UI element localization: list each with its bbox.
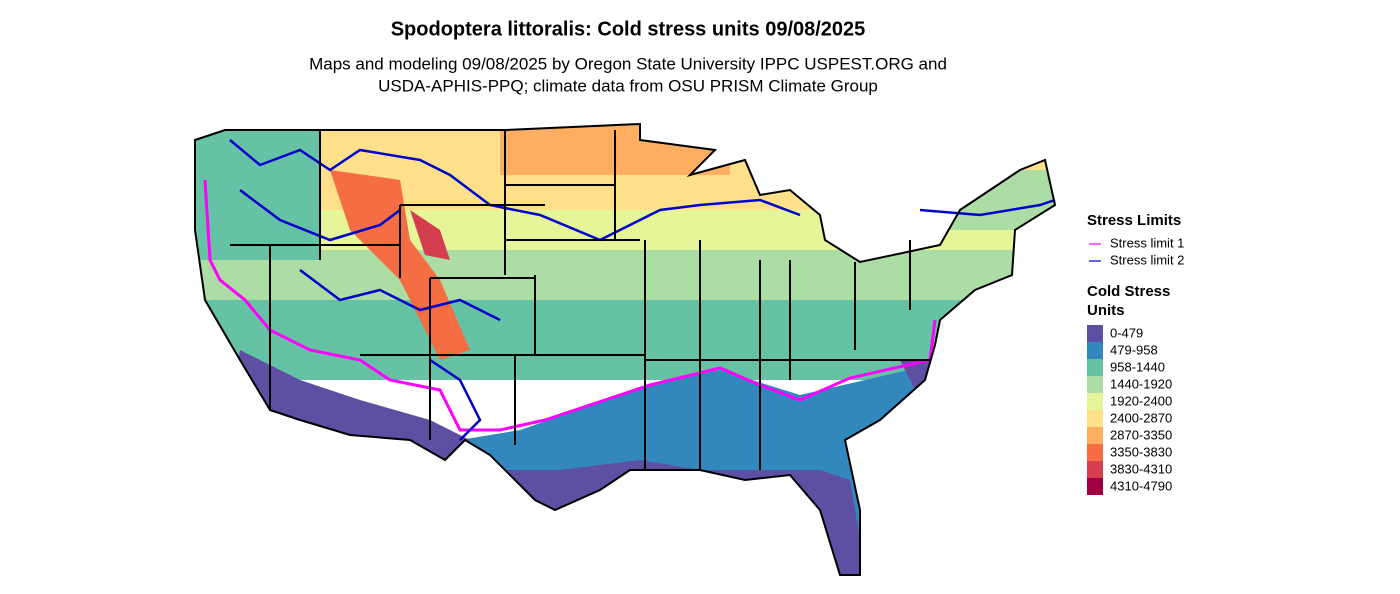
legend-title: Stress Limits xyxy=(1087,212,1181,229)
legend: Stress Limits Stress limit 1 Stress limit … xyxy=(1087,212,1184,495)
subtitle: USDA-APHIS-PPQ; climate data from OSU PR… xyxy=(378,76,878,95)
stress-limit-line xyxy=(229,139,1056,441)
legend-title: Cold Stress xyxy=(1087,283,1170,300)
legend-label: Stress limit 2 xyxy=(1110,252,1184,267)
legend-swatch xyxy=(1087,342,1103,359)
legend-swatch xyxy=(1087,478,1103,495)
legend-swatch xyxy=(1087,461,1103,478)
region xyxy=(470,460,870,575)
legend-label: 1920-2400 xyxy=(1110,393,1172,408)
legend-swatch xyxy=(1087,393,1103,410)
stress-limit-line xyxy=(203,179,937,432)
legend-label: 2400-2870 xyxy=(1110,410,1172,425)
legend-label: 2870-3350 xyxy=(1110,427,1172,442)
legend-label: Stress limit 1 xyxy=(1110,235,1184,250)
legend-title: Units xyxy=(1087,302,1125,319)
state-border xyxy=(230,130,930,470)
country-outline xyxy=(194,122,1057,576)
region xyxy=(195,300,1055,380)
legend-label: 3350-3830 xyxy=(1110,444,1172,459)
legend-label: 3830-4310 xyxy=(1110,461,1172,476)
legend-swatch xyxy=(1087,410,1103,427)
legend-label: 4310-4790 xyxy=(1110,478,1172,493)
legend-label: 958-1440 xyxy=(1110,359,1165,374)
legend-label: 479-958 xyxy=(1110,342,1158,357)
region xyxy=(880,170,1055,230)
legend-swatch xyxy=(1087,325,1103,342)
region xyxy=(410,210,450,260)
legend-swatch xyxy=(1087,359,1103,376)
subtitle: Maps and modeling 09/08/2025 by Oregon S… xyxy=(309,54,947,73)
legend-label: 1440-1920 xyxy=(1110,376,1172,391)
map-fill xyxy=(195,124,1055,575)
map-title: Spodoptera littoralis: Cold stress units… xyxy=(391,18,866,40)
legend-swatch xyxy=(1087,444,1103,461)
legend-label: 0-479 xyxy=(1110,325,1143,340)
legend-swatch xyxy=(1087,376,1103,393)
legend-swatch xyxy=(1087,427,1103,444)
region xyxy=(195,130,320,260)
